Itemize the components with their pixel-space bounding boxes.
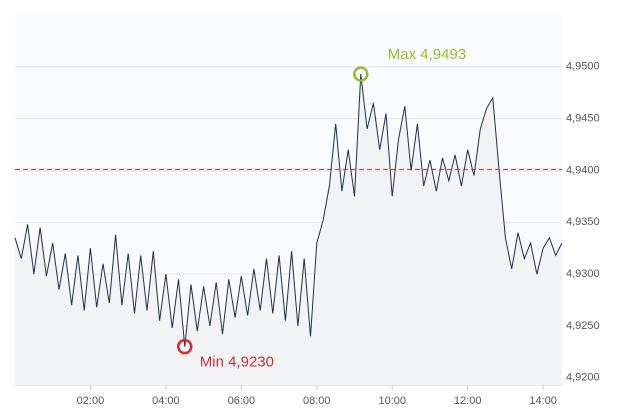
y-tick-label: 4,9200 xyxy=(566,372,600,384)
y-tick-label: 4,9300 xyxy=(566,268,600,280)
x-tick-label: 10:00 xyxy=(378,395,406,407)
x-tick-label: 08:00 xyxy=(303,395,331,407)
x-tick-label: 14:00 xyxy=(529,395,557,407)
y-tick-label: 4,9450 xyxy=(566,113,600,125)
line xyxy=(14,74,563,347)
y-tick-label: 4,9400 xyxy=(566,164,600,176)
y-tick-label: 4,9500 xyxy=(566,61,600,73)
annotation-label: Min 4,9230 xyxy=(200,354,274,371)
x-tick-label: 04:00 xyxy=(152,395,180,407)
area xyxy=(15,74,562,385)
annotation-marker xyxy=(353,66,369,82)
annotation-label: Max 4,9493 xyxy=(388,46,466,63)
y-tick-label: 4,9350 xyxy=(566,216,600,228)
x-tick-label: 02:00 xyxy=(77,395,105,407)
y-tick-label: 4,9250 xyxy=(566,320,600,332)
x-tick-label: 06:00 xyxy=(228,395,256,407)
x-tick-label: 12:00 xyxy=(454,395,482,407)
annotation-marker xyxy=(177,338,193,355)
